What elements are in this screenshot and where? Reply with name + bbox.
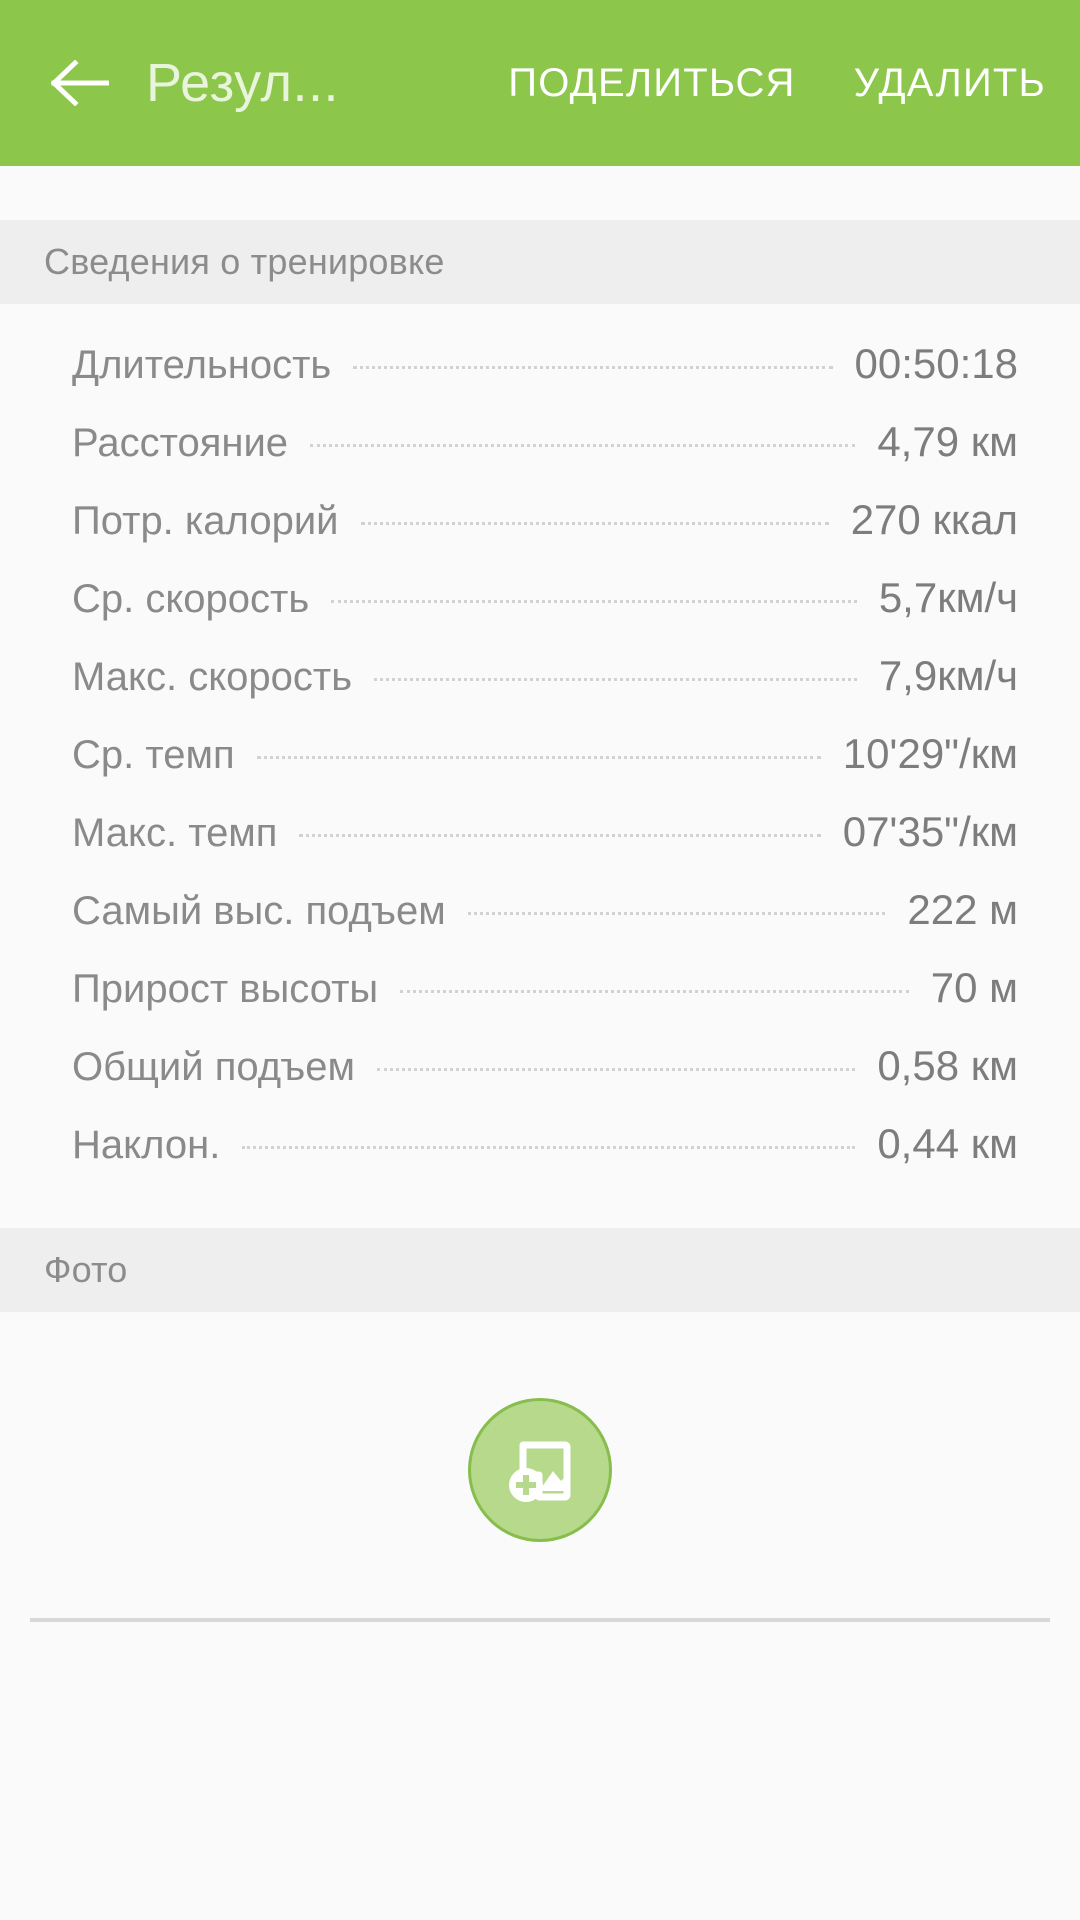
top-spacer (0, 166, 1080, 220)
stat-label: Самый выс. подъем (72, 889, 446, 933)
leader-dots (299, 834, 821, 837)
add-photo-button[interactable] (468, 1398, 612, 1542)
stat-row-incline: Наклон. 0,44 км (0, 1120, 1080, 1198)
section-header-label: Сведения о тренировке (44, 241, 445, 282)
stat-value: 0,44 км (877, 1120, 1018, 1167)
back-arrow-icon (51, 60, 109, 106)
stat-value: 7,9км/ч (878, 652, 1018, 699)
stat-label: Расстояние (72, 421, 289, 465)
leader-dots (256, 756, 821, 759)
delete-button[interactable]: УДАЛИТЬ (853, 61, 1046, 105)
leader-dots (353, 366, 833, 369)
stat-row-calories: Потр. калорий 270 ккал (0, 496, 1080, 574)
page-title: Резул... (146, 53, 339, 113)
stat-label: Макс. скорость (72, 655, 353, 699)
stat-row-elevation-gain: Прирост высоты 70 м (0, 964, 1080, 1042)
stat-row-avg-speed: Ср. скорость 5,7км/ч (0, 574, 1080, 652)
back-button[interactable] (48, 51, 112, 115)
app-bar: Резул... ПОДЕЛИТЬСЯ УДАЛИТЬ (0, 0, 1080, 166)
stat-row-total-ascent: Общий подъем 0,58 км (0, 1042, 1080, 1120)
stat-value: 270 ккал (850, 496, 1018, 543)
stat-row-highest-ascent: Самый выс. подъем 222 м (0, 886, 1080, 964)
stat-value: 4,79 км (877, 418, 1018, 465)
stat-value: 00:50:18 (854, 340, 1019, 387)
stat-label: Потр. калорий (72, 499, 339, 543)
stat-value: 0,58 км (877, 1042, 1018, 1089)
share-button[interactable]: ПОДЕЛИТЬСЯ (508, 61, 796, 105)
stat-row-duration: Длительность 00:50:18 (0, 340, 1080, 418)
bottom-divider (30, 1618, 1050, 1622)
stat-label: Ср. темп (72, 733, 235, 777)
photo-section-body (0, 1312, 1080, 1618)
leader-dots (376, 1068, 856, 1071)
stat-value: 07'35"/км (842, 808, 1018, 855)
content-area: Сведения о тренировке Длительность 00:50… (0, 166, 1080, 1920)
leader-dots (331, 600, 857, 603)
app-bar-actions: ПОДЕЛИТЬСЯ УДАЛИТЬ (508, 63, 1046, 103)
leader-dots (400, 990, 909, 993)
bottom-spacer (0, 1622, 1080, 1920)
leader-dots (310, 444, 856, 447)
section-header-label: Фото (44, 1249, 128, 1290)
stat-row-avg-pace: Ср. темп 10'29"/км (0, 730, 1080, 808)
stat-label: Общий подъем (72, 1045, 355, 1089)
leader-dots (360, 522, 829, 525)
stat-value: 70 м (930, 964, 1018, 1011)
leader-dots (374, 678, 857, 681)
stat-value: 10'29"/км (842, 730, 1018, 777)
stat-row-max-pace: Макс. темп 07'35"/км (0, 808, 1080, 886)
add-photo-icon (501, 1431, 579, 1509)
stat-value: 222 м (907, 886, 1018, 933)
leader-dots (242, 1146, 856, 1149)
stat-value: 5,7км/ч (878, 574, 1018, 621)
stat-label: Наклон. (72, 1123, 221, 1167)
stat-label: Макс. темп (72, 811, 278, 855)
section-header-photo: Фото (0, 1228, 1080, 1312)
stat-label: Длительность (72, 343, 332, 387)
stat-label: Прирост высоты (72, 967, 379, 1011)
stat-row-distance: Расстояние 4,79 км (0, 418, 1080, 496)
workout-details-list: Длительность 00:50:18 Расстояние 4,79 км… (0, 304, 1080, 1228)
section-header-workout-details: Сведения о тренировке (0, 220, 1080, 304)
stat-row-max-speed: Макс. скорость 7,9км/ч (0, 652, 1080, 730)
leader-dots (467, 912, 886, 915)
stat-label: Ср. скорость (72, 577, 310, 621)
